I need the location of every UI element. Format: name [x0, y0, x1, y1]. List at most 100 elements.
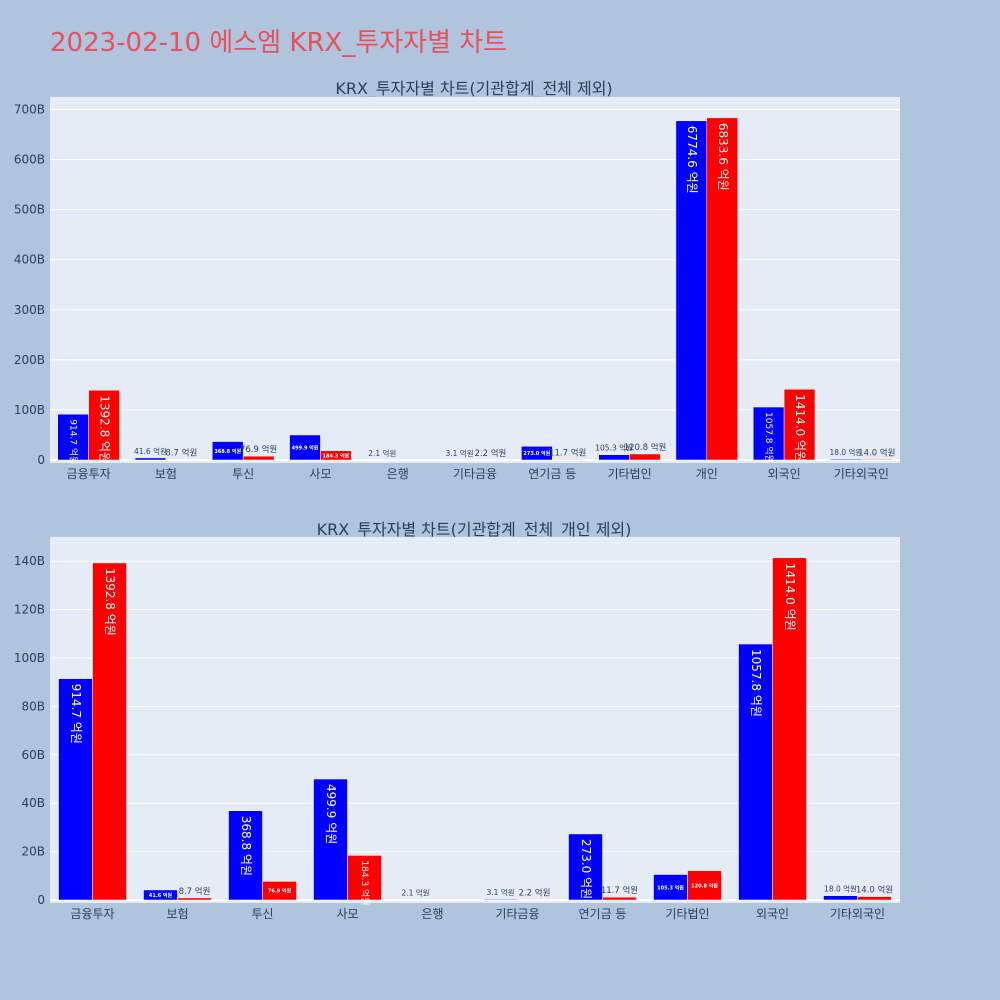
- bar-value-label: 2.1 억원: [368, 449, 396, 458]
- sell-bar: [602, 896, 637, 901]
- plot-area: [50, 97, 900, 463]
- y-tick-label: 0: [37, 893, 45, 907]
- sell-bar: [517, 899, 552, 901]
- sell-bar: [706, 117, 738, 461]
- x-tick-label: 투신: [251, 907, 273, 921]
- x-tick-label: 금융투자: [70, 907, 114, 921]
- buy-bar: [483, 898, 518, 901]
- bar-value-label: 1414.0 억원: [793, 394, 807, 462]
- buy-bar: [521, 446, 553, 461]
- bar-value-label: 368.8 억원: [214, 448, 241, 455]
- sell-bar: [347, 855, 382, 901]
- buy-bar: [134, 457, 167, 461]
- sell-bar: [262, 881, 297, 901]
- bar-value-label: 499.9 억원: [324, 784, 338, 844]
- buy-bar: [823, 895, 858, 901]
- bar-value-label: 2.2 억원: [519, 887, 551, 898]
- y-tick-label: 80B: [21, 699, 45, 713]
- sell-bar: [320, 450, 352, 461]
- x-tick-label: 은행: [387, 466, 409, 481]
- buy-bar: [653, 874, 688, 901]
- bar-value-label: 1392.8 억원: [103, 568, 117, 636]
- y-tick-label: 60B: [21, 748, 45, 762]
- y-tick-label: 400B: [14, 253, 45, 267]
- y-tick-label: 20B: [21, 845, 45, 859]
- bar-value-label: 120.8 억원: [624, 442, 667, 453]
- chart-bottom: KRX_투자자별 차트(기관합계_전체_개인 제외) 0 20B 40B 60B 80B…: [14, 520, 900, 921]
- buy-bar: [228, 810, 263, 901]
- bar-value-label: 914.7 억원: [69, 684, 83, 744]
- x-tick-label: 기타외국인: [830, 907, 885, 921]
- sell-bar: [783, 388, 816, 461]
- bar-value-label: 105.3 억원: [657, 884, 684, 891]
- bar-value-label: 41.6 억원: [134, 447, 167, 456]
- y-tick-label: 200B: [14, 353, 45, 367]
- bar-value-label: 1392.8 억원: [98, 395, 112, 463]
- sell-bar: [92, 562, 127, 901]
- buy-bar: [568, 833, 603, 901]
- bar-value-label: 273.0 억원: [579, 839, 593, 899]
- x-tick-label: 보험: [155, 467, 177, 481]
- bar-value-label: 120.8 억원: [691, 882, 718, 889]
- y-tick-label: 0: [37, 453, 45, 467]
- bar-value-label: 76.9 억원: [268, 888, 292, 895]
- y-tick-label: 600B: [14, 153, 45, 167]
- x-tick-label: 보험: [166, 907, 188, 921]
- y-tick-label: 140B: [14, 554, 45, 568]
- buy-bar: [143, 889, 178, 901]
- chart-title: KRX_투자자별 차트(기관합계_전체_개인 제외): [317, 520, 632, 540]
- y-tick-label: 100B: [14, 651, 45, 665]
- x-tick-label: 사모: [309, 467, 331, 481]
- bar-value-label: 41.6 억원: [149, 892, 173, 899]
- x-tick-label: 은행: [421, 906, 443, 921]
- bar-value-label: 1057.8 억원: [749, 649, 763, 717]
- x-tick-label: 외국인: [756, 907, 789, 921]
- bar-value-label: 914.7 억원: [68, 419, 80, 464]
- sell-bar: [857, 896, 892, 901]
- x-tick-label: 투신: [232, 467, 254, 481]
- bar-value-label: 499.9 억원: [292, 444, 319, 451]
- bar-value-label: 11.7 억원: [601, 885, 638, 896]
- sell-bar: [629, 453, 661, 461]
- buy-bar: [598, 454, 630, 461]
- buy-bar: [398, 899, 433, 901]
- x-tick-label: 기타외국인: [834, 467, 889, 481]
- x-tick-label: 기타금융: [453, 467, 497, 481]
- sell-bar: [861, 459, 893, 461]
- buy-bar: [313, 778, 348, 901]
- page-title: 2023-02-10 에스엠 KRX_투자자별 차트: [50, 28, 508, 58]
- bar-value-label: 2.2 억원: [475, 448, 507, 459]
- x-tick-label: 기타금융: [495, 907, 539, 921]
- bar-value-label: 3.1 억원: [445, 449, 473, 458]
- buy-bar: [738, 643, 773, 901]
- bar-value-label: 273.0 억원: [523, 450, 550, 457]
- x-tick-label: 사모: [336, 907, 358, 921]
- bar-value-label: 1414.0 억원: [783, 563, 797, 631]
- sell-bar: [242, 455, 275, 461]
- x-tick-label: 연기금 등: [579, 907, 627, 921]
- x-tick-label: 기타법인: [665, 907, 709, 921]
- y-tick-label: 120B: [14, 603, 45, 617]
- bar-value-label: 2.1 억원: [401, 888, 429, 897]
- bar-value-label: 18.0 억원: [824, 885, 857, 894]
- buy-bar: [752, 406, 785, 461]
- x-tick-label: 기타법인: [607, 467, 651, 481]
- bar-value-label: 1057.8 억원: [763, 412, 775, 463]
- bar-value-label: 368.8 억원: [239, 816, 253, 876]
- bar-value-label: 105.3 억원: [595, 444, 633, 453]
- y-tick-label: 500B: [14, 203, 45, 217]
- buy-bar: [289, 434, 321, 461]
- buy-bar: [212, 441, 244, 461]
- sell-bar: [552, 459, 584, 461]
- y-tick-label: 700B: [14, 103, 45, 117]
- sell-bar: [687, 870, 722, 901]
- bar-value-label: 6833.6 억원: [716, 123, 730, 191]
- sell-bar: [177, 897, 212, 901]
- chart-title: KRX_투자자별 차트(기관합계_전체 제외): [335, 79, 612, 99]
- bar-value-label: 18.0 억원: [829, 448, 862, 457]
- x-tick-label: 금융투자: [67, 467, 111, 481]
- bar-value-label: 14.0 억원: [858, 447, 895, 458]
- bar-value-label: 6774.6 억원: [685, 126, 699, 194]
- bar-value-label: 8.7 억원: [165, 448, 197, 459]
